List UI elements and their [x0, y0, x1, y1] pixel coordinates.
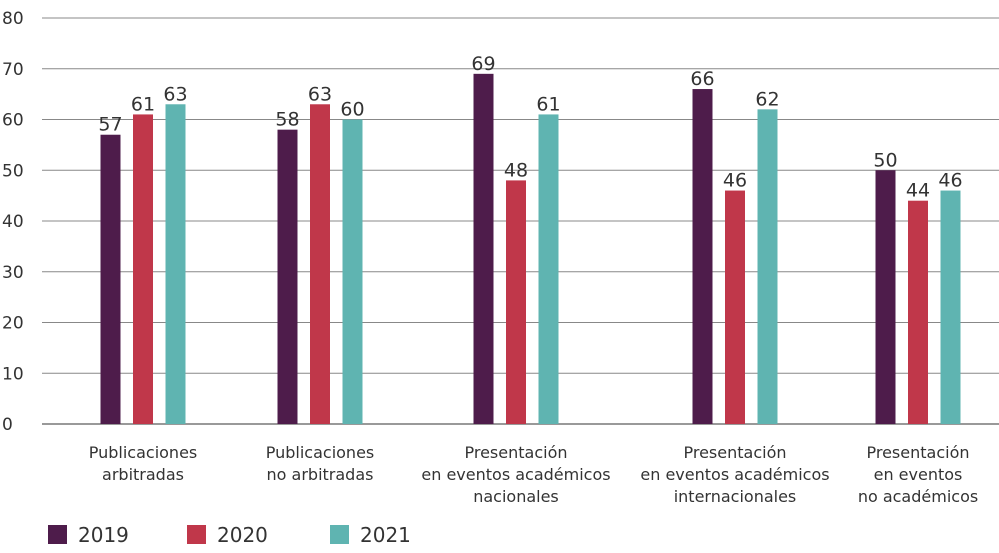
legend-swatch	[187, 525, 206, 544]
value-label: 63	[308, 83, 332, 105]
bar	[133, 114, 153, 425]
y-tick-label: 10	[2, 364, 24, 384]
y-tick-label: 40	[2, 212, 24, 232]
value-label: 46	[938, 170, 962, 192]
x-tick-label: Presentación	[464, 443, 567, 462]
x-tick-label: Presentación	[683, 443, 786, 462]
y-tick-label: 20	[2, 314, 24, 334]
bar	[538, 114, 559, 425]
value-label: 63	[163, 83, 187, 105]
bar	[757, 109, 778, 424]
value-label: 46	[723, 170, 747, 192]
value-label: 57	[98, 114, 122, 136]
value-label: 50	[873, 149, 897, 171]
value-label: 61	[131, 93, 155, 115]
bar	[165, 104, 186, 425]
value-label: 60	[340, 99, 364, 121]
y-tick-label: 30	[2, 263, 24, 283]
bar	[875, 170, 896, 424]
bar	[473, 73, 494, 424]
x-tick-label: nacionales	[473, 487, 559, 506]
bar	[908, 200, 928, 424]
bar	[506, 180, 526, 424]
bar	[310, 104, 330, 425]
y-tick-label: 80	[2, 9, 24, 29]
value-label: 66	[690, 68, 714, 90]
x-tick-label: Presentación	[866, 443, 969, 462]
value-label: 48	[504, 159, 528, 181]
value-label: 69	[471, 53, 495, 75]
bar	[725, 190, 745, 424]
legend-swatch	[330, 525, 349, 544]
value-label: 61	[536, 93, 560, 115]
legend-swatch	[48, 525, 67, 544]
x-tick-label: no académicos	[858, 487, 978, 506]
x-tick-label: en eventos académicos	[640, 465, 829, 484]
value-label: 58	[275, 109, 299, 131]
x-tick-label: Publicaciones	[266, 443, 375, 462]
bar	[692, 89, 713, 425]
bar	[940, 190, 961, 424]
x-tick-label: Publicaciones	[89, 443, 198, 462]
legend-label: 2021	[360, 523, 411, 547]
y-tick-label: 50	[2, 161, 24, 181]
value-label: 44	[906, 180, 930, 202]
bar	[277, 129, 298, 424]
x-tick-label: arbitradas	[102, 465, 184, 484]
bar	[100, 134, 121, 424]
value-label: 62	[755, 88, 779, 110]
x-tick-label: internacionales	[674, 487, 797, 506]
x-tick-label: en eventos	[874, 465, 963, 484]
legend-label: 2019	[78, 523, 129, 547]
x-tick-label: en eventos académicos	[421, 465, 610, 484]
x-tick-label: no arbitradas	[267, 465, 374, 484]
legend-label: 2020	[217, 523, 268, 547]
y-tick-label: 70	[2, 60, 24, 80]
y-tick-label: 0	[2, 415, 13, 435]
y-tick-label: 60	[2, 111, 24, 131]
bar	[342, 119, 363, 424]
